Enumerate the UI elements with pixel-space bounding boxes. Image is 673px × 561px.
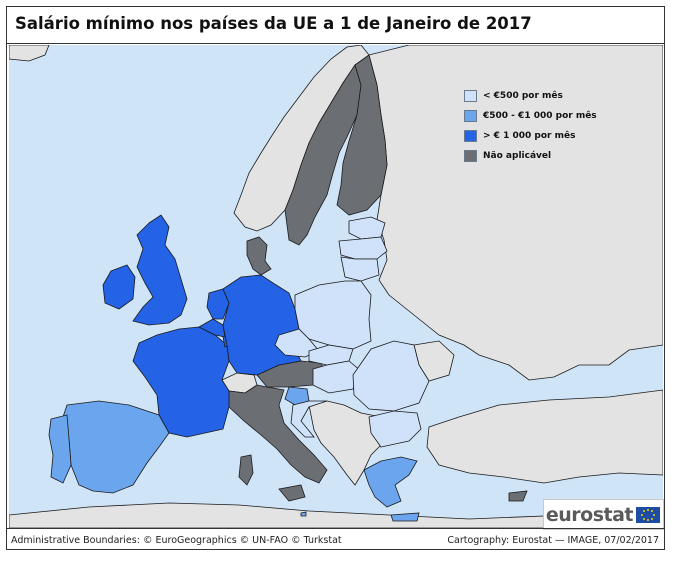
iceland (9, 45, 50, 62)
legend-label: Não aplicável (483, 150, 552, 161)
portugal (48, 414, 72, 484)
map-area (9, 45, 663, 528)
mid-range-countries (48, 386, 420, 522)
sardinia (238, 454, 254, 486)
map-legend: < €500 por mês €500 - €1 000 por mês > €… (464, 86, 597, 166)
map-frame: Salário mínimo nos países da UE a 1 de J… (6, 6, 665, 550)
map-title: Salário mínimo nos países da UE a 1 de J… (15, 14, 532, 33)
legend-swatch-500-1000 (464, 109, 477, 122)
legend-swatch-below-500 (464, 89, 477, 102)
north-africa (9, 502, 663, 528)
romania (352, 340, 430, 412)
croatia (290, 400, 328, 438)
greece (363, 456, 418, 508)
legend-label: < €500 por mês (483, 90, 563, 101)
cyprus (508, 490, 528, 502)
below-500-countries (274, 216, 430, 448)
eu-flag-icon (636, 506, 660, 523)
latvia (338, 236, 388, 260)
united-kingdom (132, 214, 188, 326)
boundaries-credit: Administrative Boundaries: © EuroGeograp… (11, 535, 342, 546)
legend-item: < €500 por mês (464, 86, 597, 105)
not-applicable-countries (228, 54, 528, 502)
legend-swatch-above-1000 (464, 129, 477, 142)
legend-item: €500 - €1 000 por mês (464, 106, 597, 125)
legend-label: €500 - €1 000 por mês (483, 110, 597, 121)
europe-map (9, 45, 663, 528)
logo-text: eurostat (545, 503, 634, 526)
finland (336, 54, 388, 216)
estonia (348, 216, 386, 240)
legend-item: > € 1 000 por mês (464, 126, 597, 145)
sicily (278, 484, 306, 502)
turkey (426, 389, 663, 484)
ireland (102, 264, 136, 310)
footer-divider (7, 528, 664, 529)
western-balkans (308, 400, 390, 486)
legend-swatch-not-applicable (464, 149, 477, 162)
eurostat-logo: eurostat (543, 499, 664, 530)
legend-item: Não aplicável (464, 146, 597, 165)
non-eu-land (9, 45, 663, 528)
title-divider (7, 43, 664, 44)
crete (390, 512, 420, 522)
denmark (246, 236, 272, 276)
lithuania (340, 256, 380, 282)
cartography-credit: Cartography: Eurostat — IMAGE, 07/02/201… (447, 535, 659, 546)
legend-label: > € 1 000 por mês (483, 130, 576, 141)
italy (228, 384, 328, 484)
bulgaria (368, 410, 422, 448)
malta (300, 511, 307, 517)
